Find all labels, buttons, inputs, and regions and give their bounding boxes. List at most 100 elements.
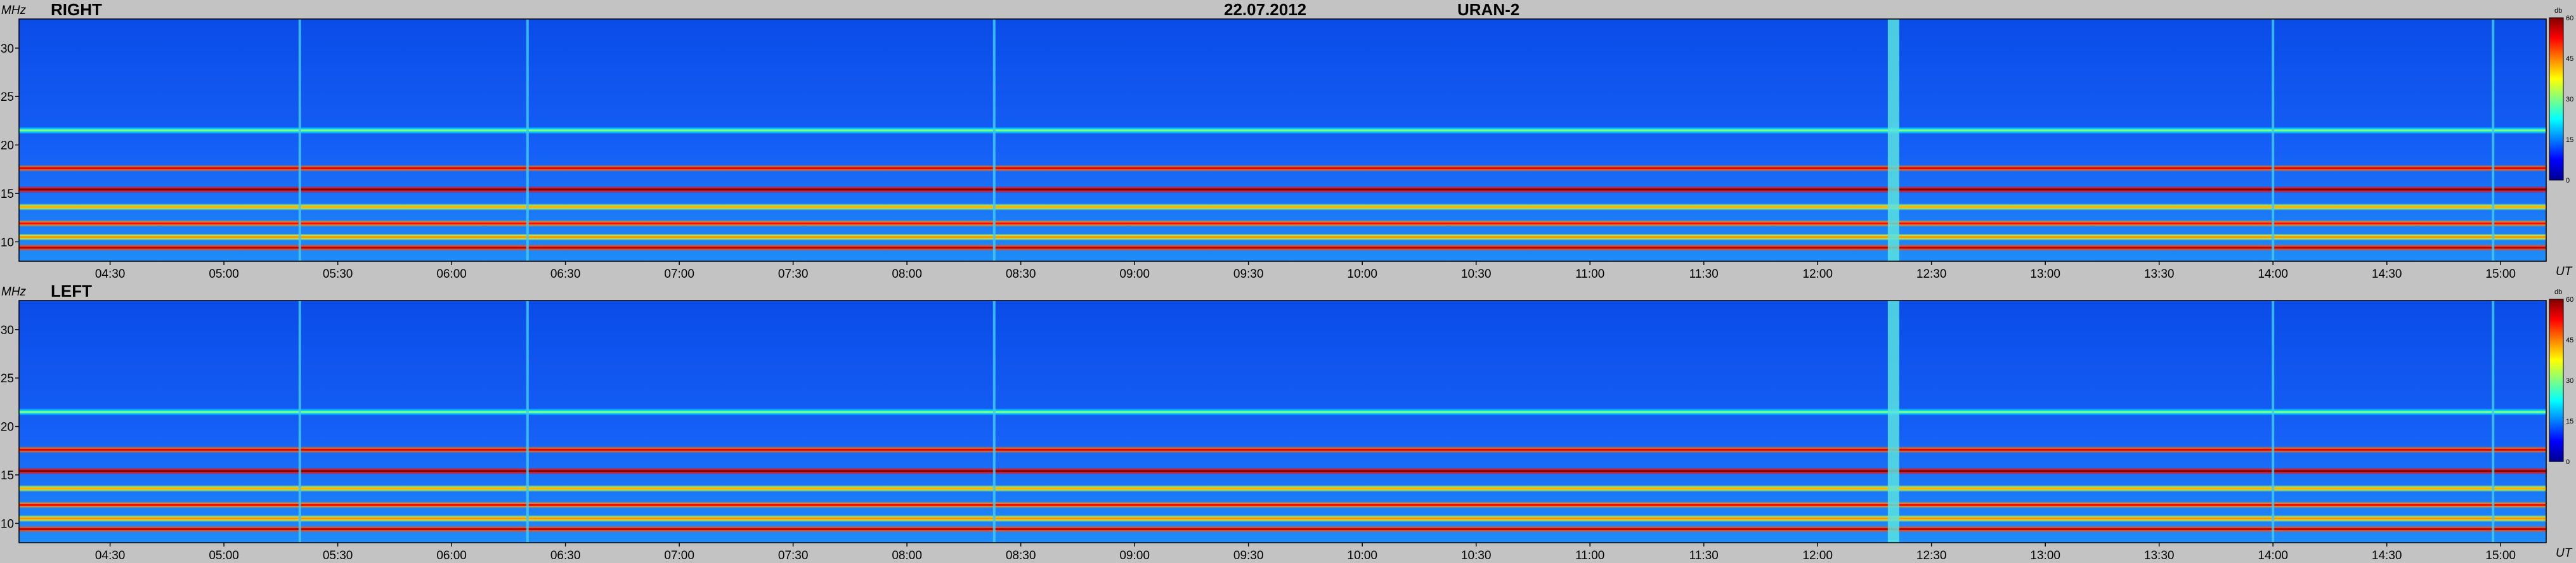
y-axis: 10 15 20 25 30 (1, 324, 19, 531)
spectrogram-bands (19, 409, 2546, 532)
x-tick-label: 10:30 (1461, 549, 1492, 562)
x-tick-label: 08:30 (1006, 268, 1036, 281)
y-tick-label: 15 (1, 469, 14, 482)
x-tick-label: 09:00 (1119, 549, 1150, 562)
interference-band-core (19, 448, 2546, 451)
x-tick-label: 12:00 (1802, 549, 1833, 562)
x-tick-label: 11:00 (1575, 268, 1604, 281)
x-tick-label: 11:30 (1689, 549, 1719, 562)
panel-title: RIGHT (51, 0, 102, 19)
colorbar-unit: db (2554, 288, 2562, 296)
x-tick-label: 04:30 (95, 549, 126, 562)
y-tick-label: 10 (1, 517, 14, 531)
interference-band-core (19, 487, 2546, 489)
plot-frame (18, 18, 2547, 262)
x-axis-label: UT (2556, 547, 2573, 560)
y-axis-label: MHz (1, 285, 27, 299)
y-axis-label: MHz (1, 4, 27, 17)
x-tick-label: 13:00 (2030, 268, 2060, 281)
x-tick-label: 04:30 (95, 268, 126, 281)
burst-line (992, 19, 996, 261)
colorbar-tick-label: 30 (2566, 377, 2573, 385)
x-tick-label: 06:30 (550, 268, 581, 281)
burst-line (298, 19, 301, 261)
interference-band-core (19, 236, 2546, 238)
x-axis: 04:30 05:00 05:30 06:00 06:30 07:00 07:30 08:00… (95, 261, 2516, 281)
spectrogram-background (19, 301, 2546, 543)
x-tick-label: 10:30 (1461, 268, 1492, 281)
y-tick-label: 25 (1, 372, 14, 385)
x-tick-label: 06:00 (436, 268, 467, 281)
x-tick-label: 14:30 (2372, 549, 2402, 562)
colorbar-tick-label: 60 (2566, 15, 2573, 22)
y-tick-label: 30 (1, 324, 14, 337)
x-tick-label: 13:00 (2030, 549, 2060, 562)
interference-band-core (19, 503, 2546, 506)
x-tick-label: 08:30 (1006, 549, 1036, 562)
burst-line (992, 301, 996, 543)
colorbar: db 0 15 30 45 60 (2549, 7, 2573, 184)
x-tick-label: 14:00 (2258, 549, 2288, 562)
colorbar-ticks: 0 15 30 45 60 (2566, 15, 2573, 184)
x-tick-label: 06:30 (550, 549, 581, 562)
interference-band-core (19, 205, 2546, 208)
x-tick-label: 08:00 (892, 268, 922, 281)
x-tick-label: 07:00 (664, 268, 694, 281)
interference-band-core (19, 247, 2546, 249)
x-tick-label: 11:00 (1575, 549, 1604, 562)
colorbar-tick-label: 0 (2566, 177, 2570, 184)
x-tick-label: 14:30 (2372, 268, 2402, 281)
x-tick-label: 09:00 (1119, 268, 1150, 281)
x-tick-label: 07:30 (778, 549, 809, 562)
y-tick-label: 15 (1, 188, 14, 201)
colorbar-tick-label: 15 (2566, 418, 2573, 425)
burst-line (1887, 301, 1899, 543)
y-tick-label: 20 (1, 139, 14, 153)
interference-band-core (19, 188, 2546, 191)
burst-line (2492, 19, 2495, 261)
x-tick-label: 13:30 (2144, 549, 2175, 562)
x-tick-label: 10:00 (1347, 549, 1377, 562)
x-tick-label: 09:30 (1233, 549, 1264, 562)
y-tick-label: 10 (1, 236, 14, 249)
x-axis: 04:30 05:00 05:30 06:00 06:30 07:00 07:30 08:00… (95, 543, 2516, 562)
x-tick-label: 05:00 (209, 268, 239, 281)
figure-date: 22.07.2012 (1224, 0, 1306, 19)
y-tick-label: 20 (1, 421, 14, 434)
x-tick-label: 08:00 (892, 549, 922, 562)
x-tick-label: 07:30 (778, 268, 809, 281)
x-tick-label: 12:00 (1802, 268, 1833, 281)
x-tick-label: 10:00 (1347, 268, 1377, 281)
spectrogram-background (19, 19, 2546, 261)
figure-instrument: URAN-2 (1457, 0, 1519, 19)
colorbar-gradient (2549, 299, 2564, 462)
colorbar-tick-label: 0 (2566, 458, 2570, 466)
interference-band-core (19, 411, 2546, 413)
spectrogram-bands (19, 127, 2546, 250)
burst-line (2272, 19, 2275, 261)
y-tick-label: 25 (1, 91, 14, 104)
x-tick-label: 05:00 (209, 549, 239, 562)
x-tick-label: 12:30 (1916, 268, 1947, 281)
x-tick-label: 12:30 (1916, 549, 1947, 562)
x-tick-label: 15:00 (2485, 549, 2516, 562)
interference-band-core (19, 470, 2546, 472)
interference-band-core (19, 222, 2546, 224)
y-axis: 10 15 20 25 30 (1, 42, 19, 249)
interference-band-core (19, 167, 2546, 169)
x-axis-label: UT (2556, 265, 2573, 278)
interference-band-core (19, 129, 2546, 132)
colorbar-tick-label: 15 (2566, 136, 2573, 144)
plot-frame (18, 300, 2547, 543)
colorbar-tick-label: 45 (2566, 337, 2573, 344)
burst-line (2272, 301, 2275, 543)
colorbar-tick-label: 30 (2566, 96, 2573, 103)
burst-line (526, 301, 529, 543)
burst-line (526, 19, 529, 261)
x-tick-label: 09:30 (1233, 268, 1264, 281)
interference-band-core (19, 528, 2546, 531)
x-tick-label: 11:30 (1689, 268, 1719, 281)
colorbar-unit: db (2554, 7, 2562, 15)
